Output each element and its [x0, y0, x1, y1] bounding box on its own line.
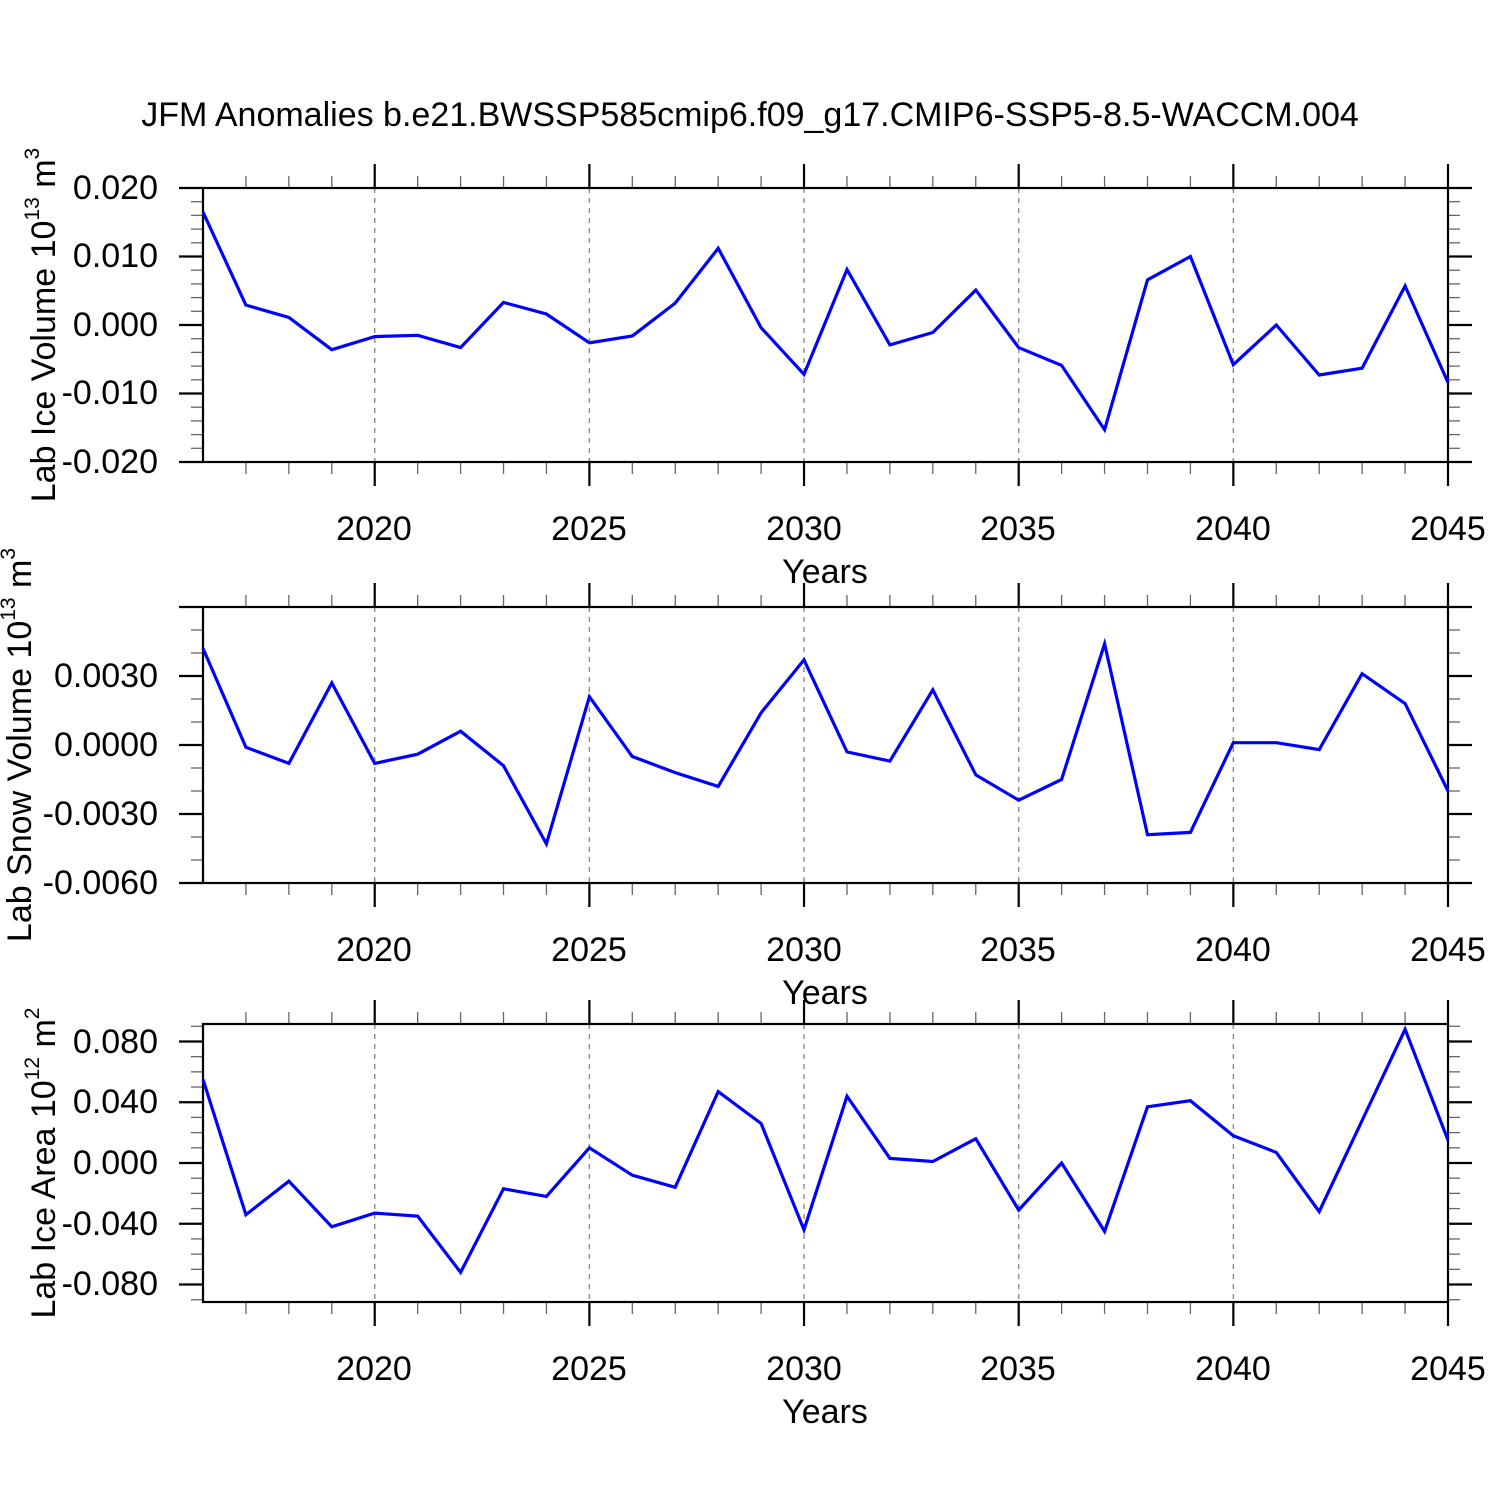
x-axis-title: Years	[782, 1393, 868, 1431]
y-tick-label: 0.010	[72, 237, 158, 275]
x-tick-label: 2035	[980, 931, 1056, 969]
y-tick-label: 0.040	[72, 1083, 158, 1121]
x-tick-label: 2030	[766, 510, 842, 548]
y-tick-label: -0.080	[61, 1265, 158, 1303]
y-tick-label: 0.000	[72, 1144, 158, 1182]
x-axis-title: Years	[782, 974, 868, 1012]
y-tick-label: -0.020	[61, 443, 158, 481]
x-tick-label: 2035	[980, 1350, 1056, 1388]
x-axis-title: Years	[782, 553, 868, 591]
x-tick-label: 2035	[980, 510, 1056, 548]
figure-title: JFM Anomalies b.e21.BWSSP585cmip6.f09_g1…	[141, 96, 1359, 134]
y-tick-label: 0.000	[72, 306, 158, 344]
y-tick-label: 0.0030	[54, 657, 158, 695]
y-axis-title-unit: m	[0, 559, 39, 598]
y-axis-title-unit-exponent: 3	[21, 147, 44, 160]
y-axis-title-exponent: 13	[0, 597, 20, 621]
x-tick-label: 2045	[1410, 1350, 1486, 1388]
y-axis-title-unit-exponent: 2	[21, 1007, 44, 1020]
series-line-lab-snow-volume	[201, 637, 1450, 849]
x-tick-label: 2040	[1195, 931, 1271, 969]
x-tick-label: 2025	[551, 1350, 627, 1388]
x-tick-label: 2045	[1410, 510, 1486, 548]
y-axis-title-exponent: 12	[21, 1056, 44, 1081]
series-line-lab-ice-area	[201, 1025, 1450, 1276]
x-tick-label: 2040	[1195, 1350, 1271, 1388]
x-tick-label: 2040	[1195, 510, 1271, 548]
x-tick-label: 2025	[551, 510, 627, 548]
x-tick-label: 2025	[551, 931, 627, 969]
x-tick-label: 2020	[336, 510, 412, 548]
y-tick-label: 0.080	[72, 1023, 158, 1061]
y-tick-label: -0.0060	[42, 864, 158, 902]
x-tick-label: 2020	[336, 1350, 412, 1388]
x-tick-label: 2020	[336, 931, 412, 969]
x-tick-label: 2045	[1410, 931, 1486, 969]
y-tick-label: 0.020	[72, 169, 158, 207]
y-axis-title-unit-exponent: 3	[0, 548, 21, 560]
y-tick-label: -0.040	[61, 1205, 158, 1243]
y-tick-label: -0.010	[61, 374, 158, 412]
series-line-lab-ice-volume	[201, 211, 1450, 434]
y-tick-label: 0.0000	[54, 726, 158, 764]
x-tick-label: 2030	[766, 1350, 842, 1388]
x-tick-label: 2030	[766, 931, 842, 969]
y-tick-label: -0.0030	[42, 795, 158, 833]
